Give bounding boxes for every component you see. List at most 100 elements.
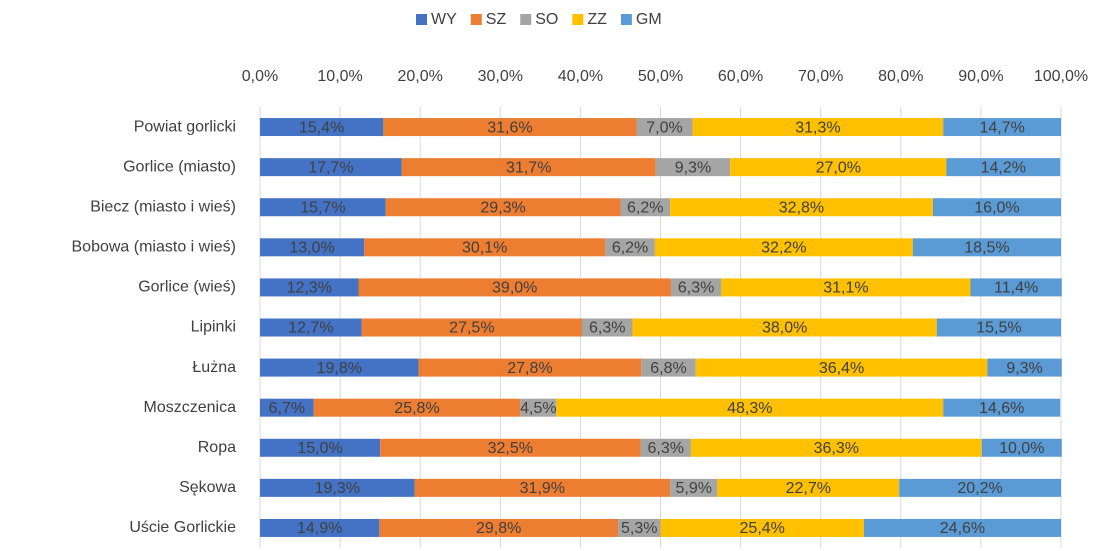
y-tick-label: Powiat gorlicki	[134, 118, 236, 135]
y-tick-label: Bobowa (miasto i wieś)	[72, 239, 237, 256]
bar-segment	[379, 518, 619, 537]
bar-segment	[655, 158, 731, 177]
data-label: 29,8%	[476, 520, 521, 537]
data-label: 27,5%	[449, 320, 494, 337]
data-label: 31,9%	[520, 480, 565, 497]
legend-label: SO	[535, 11, 558, 28]
y-tick-label: Lipinki	[191, 319, 236, 336]
data-label: 6,2%	[627, 199, 663, 216]
x-tick-label: 40,0%	[558, 68, 603, 85]
data-label: 14,2%	[981, 159, 1026, 176]
bar-segment	[936, 318, 1061, 337]
bar-segment	[260, 398, 314, 417]
bar-segment	[654, 238, 913, 257]
data-label: 6,7%	[269, 400, 305, 417]
x-tick-label: 10,0%	[317, 68, 362, 85]
x-tick-label: 0,0%	[242, 68, 278, 85]
legend-swatch	[572, 14, 584, 25]
data-label: 18,5%	[964, 240, 1009, 257]
bar-segment	[943, 118, 1061, 137]
bar-segment	[361, 318, 583, 337]
x-tick-label: 60,0%	[718, 68, 763, 85]
bar-segment	[260, 198, 386, 217]
bar-segment	[692, 118, 944, 137]
data-label: 15,7%	[300, 199, 345, 216]
bar-segment	[260, 518, 380, 537]
data-label: 31,7%	[506, 159, 551, 176]
bar-segment	[260, 318, 362, 337]
data-label: 22,7%	[786, 480, 831, 497]
data-label: 12,3%	[287, 280, 332, 297]
bar-segment	[863, 518, 1061, 537]
data-label: 31,1%	[823, 280, 868, 297]
bar-segment	[260, 118, 384, 137]
bar-segment	[556, 398, 944, 417]
x-tick-label: 30,0%	[478, 68, 523, 85]
data-label: 9,3%	[1006, 360, 1042, 377]
legend-swatch	[416, 14, 427, 25]
data-label: 10,0%	[999, 440, 1044, 457]
bar-segment	[670, 278, 722, 297]
bar-segment	[932, 198, 1061, 217]
data-label: 36,4%	[819, 360, 864, 377]
bar-segment	[899, 478, 1061, 497]
data-label: 17,7%	[308, 159, 353, 176]
data-label: 4,5%	[520, 400, 556, 417]
data-label: 13,0%	[289, 240, 334, 257]
bar-segment	[313, 398, 521, 417]
bar-segment	[632, 318, 937, 337]
y-tick-label: Moszczenica	[144, 399, 237, 416]
bar-segment	[943, 398, 1061, 417]
data-label: 15,4%	[299, 119, 344, 136]
legend-label: WY	[431, 11, 457, 28]
bar-segment	[730, 158, 947, 177]
data-label: 31,3%	[795, 119, 840, 136]
data-label: 14,6%	[979, 400, 1024, 417]
legend-label: GM	[636, 11, 662, 28]
bar-segment	[987, 358, 1062, 377]
bar-segment	[618, 518, 661, 537]
legend-swatch	[520, 14, 532, 25]
y-tick-label: Gorlice (wieś)	[138, 279, 236, 296]
legend-label: ZZ	[587, 11, 607, 28]
bar-segment	[660, 518, 864, 537]
bar-segment	[641, 358, 696, 377]
bar-segment	[520, 398, 557, 417]
data-label: 32,8%	[779, 199, 824, 216]
y-tick-label: Biecz (miasto i wieś)	[90, 198, 236, 215]
x-tick-label: 50,0%	[638, 68, 683, 85]
data-label: 24,6%	[940, 520, 985, 537]
bar-segment	[981, 438, 1062, 457]
bar-segment	[620, 198, 671, 217]
bar-segment	[640, 438, 691, 457]
x-tick-label: 90,0%	[958, 68, 1003, 85]
data-label: 11,4%	[994, 280, 1038, 297]
data-label: 30,1%	[462, 240, 507, 257]
data-label: 6,3%	[647, 440, 683, 457]
data-label: 39,0%	[492, 280, 537, 297]
bar-segment	[260, 358, 419, 377]
data-label: 6,3%	[589, 320, 625, 337]
data-label: 25,4%	[740, 520, 785, 537]
y-tick-label: Uście Gorlickie	[129, 519, 236, 536]
bar-segment	[380, 438, 641, 457]
data-label: 31,6%	[487, 119, 532, 136]
data-label: 5,9%	[676, 480, 712, 497]
data-label: 36,3%	[814, 440, 859, 457]
bar-segment	[695, 358, 988, 377]
data-label: 32,2%	[761, 240, 806, 257]
bar-segment	[946, 158, 1061, 177]
data-label: 14,9%	[297, 520, 342, 537]
data-label: 6,2%	[612, 240, 648, 257]
data-label: 14,7%	[979, 119, 1024, 136]
bar-segment	[670, 198, 933, 217]
bar-segment	[260, 438, 381, 457]
bar-segment	[636, 118, 693, 137]
x-tick-label: 70,0%	[798, 68, 843, 85]
data-label: 15,0%	[297, 440, 342, 457]
data-label: 16,0%	[974, 199, 1019, 216]
bar-segment	[717, 478, 900, 497]
bar-segment	[260, 238, 365, 257]
x-tick-label: 20,0%	[398, 68, 443, 85]
